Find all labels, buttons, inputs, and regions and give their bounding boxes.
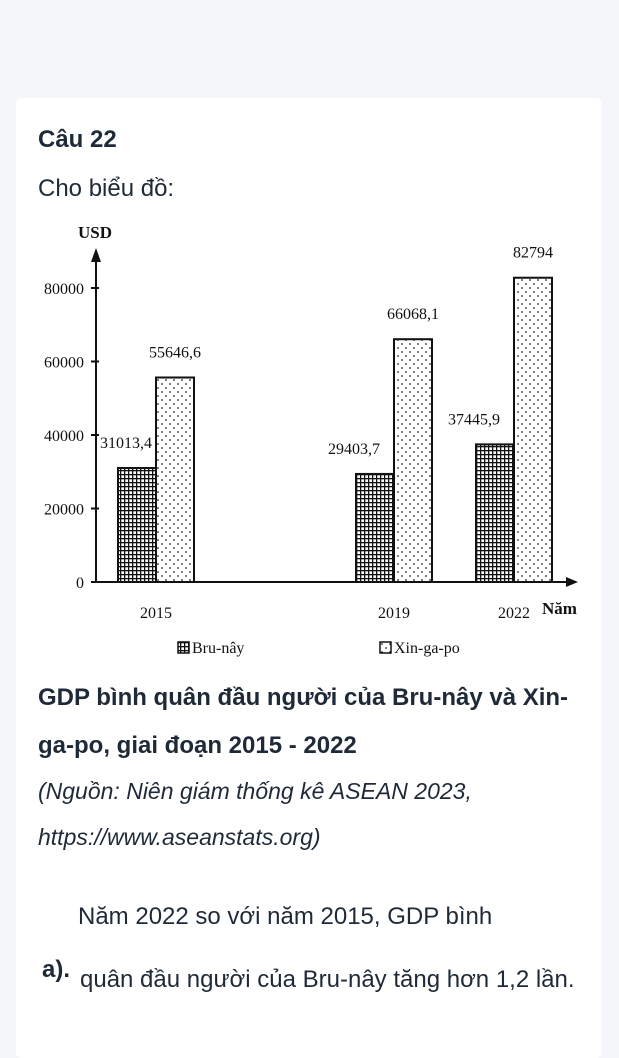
x-axis-label: Năm xyxy=(542,599,577,618)
bar-singapore xyxy=(155,376,195,583)
data-label: 66068,1 xyxy=(387,306,439,323)
y-tick-label: 60000 xyxy=(44,355,84,372)
legend-label-singapore: Xin-ga-po xyxy=(394,640,460,657)
question-title: Câu 22 xyxy=(38,126,117,153)
legend-swatch-brunei xyxy=(177,641,190,654)
data-label: 55646,6 xyxy=(149,344,201,361)
bar-brunei xyxy=(117,467,157,583)
x-tick-label: 2019 xyxy=(378,605,410,622)
legend-label-brunei: Bru-nây xyxy=(192,640,244,657)
chart-caption-title: GDP bình quân đầu người của Bru-nây và X… xyxy=(38,684,569,759)
bar-singapore xyxy=(393,338,433,583)
statement-label[interactable]: a). xyxy=(42,956,71,983)
x-axis-arrow xyxy=(566,577,578,587)
data-label: 82794 xyxy=(513,245,553,262)
chart-caption-source: (Nguồn: Niên giám thống kê ASEAN 2023, h… xyxy=(38,778,472,850)
y-axis-arrow xyxy=(91,248,101,262)
y-axis-label: USD xyxy=(78,223,112,242)
data-label: 29403,7 xyxy=(328,441,380,458)
y-tick-label: 40000 xyxy=(44,428,84,445)
statement-line1: Năm 2022 so với năm 2015, GDP bình xyxy=(78,903,493,930)
y-tick-label: 20000 xyxy=(44,502,84,519)
bar-brunei xyxy=(355,472,395,583)
bar-singapore xyxy=(513,276,553,583)
statement-text: quân đầu người của Bru-nây tăng hơn 1,2 … xyxy=(80,966,575,993)
data-label: 31013,4 xyxy=(100,435,152,452)
legend-swatch-singapore xyxy=(379,641,392,654)
bar-brunei xyxy=(475,443,515,583)
question-intro: Cho biểu đồ: xyxy=(38,175,175,202)
x-tick-label: 2015 xyxy=(140,605,172,622)
x-tick-label: 2022 xyxy=(498,605,530,622)
data-label: 37445,9 xyxy=(448,411,500,428)
y-tick-label: 0 xyxy=(76,575,84,592)
y-tick-label: 80000 xyxy=(44,281,84,298)
